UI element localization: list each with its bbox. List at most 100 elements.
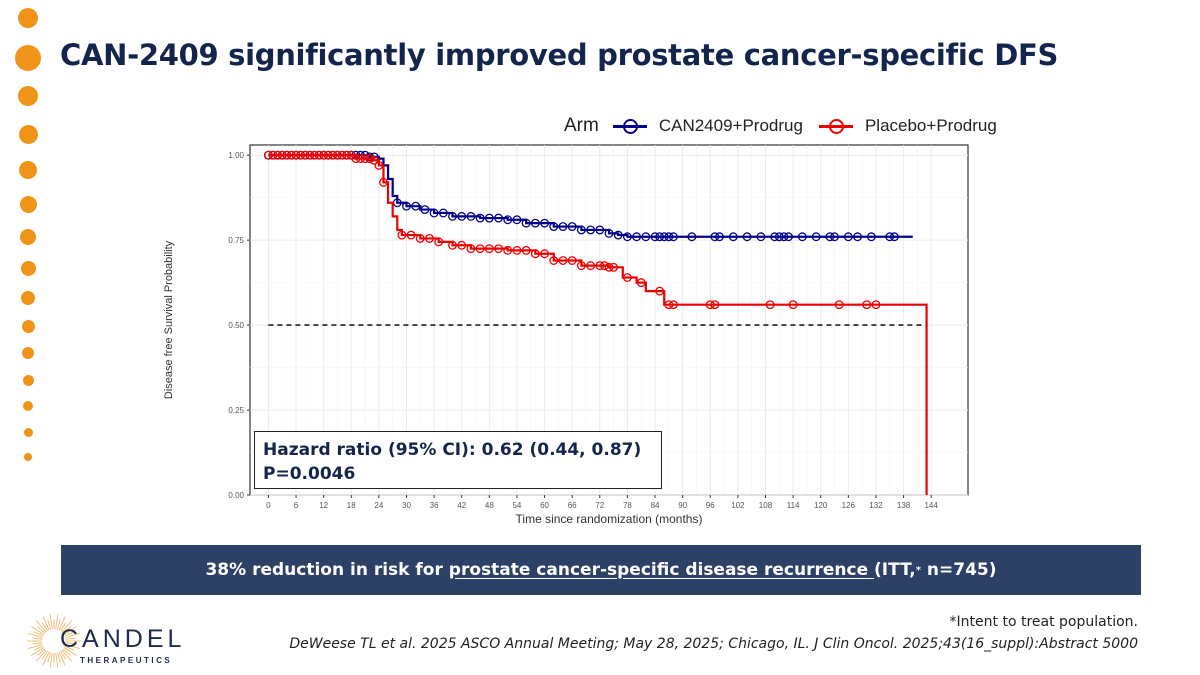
censor-mark: [756, 232, 766, 242]
key-finding-banner: 38% reduction in risk for prostate cance…: [61, 545, 1141, 595]
sunburst-ray: [37, 648, 46, 656]
censor-mark: [871, 300, 881, 310]
itt-footnote: *Intent to treat population.: [949, 614, 1138, 630]
sunburst-ray: [63, 647, 77, 656]
x-tick-label: 24: [374, 501, 383, 510]
x-tick-label: 108: [759, 501, 773, 510]
censor-mark: [296, 150, 306, 160]
censor-mark: [314, 150, 324, 160]
censor-mark: [586, 225, 596, 235]
censor-mark: [567, 222, 577, 232]
x-tick-label: 138: [897, 501, 911, 510]
decorative-dot: [21, 291, 35, 305]
censor-mark: [438, 208, 448, 218]
x-tick-label: 96: [706, 501, 715, 510]
x-tick-label: 48: [485, 501, 494, 510]
sunburst-ray: [37, 626, 46, 634]
series-group: [263, 150, 928, 495]
censor-mark: [765, 300, 775, 310]
legend-label-can2409: CAN2409+Prodrug: [658, 116, 803, 135]
legend-title: Arm: [564, 115, 599, 136]
censor-mark: [788, 300, 798, 310]
censor-mark: [356, 154, 365, 164]
censor-mark: [503, 245, 513, 255]
sunburst-ray: [61, 620, 72, 633]
censor-mark: [655, 286, 665, 296]
censor-mark: [319, 150, 329, 160]
legend-key-can2409: [612, 116, 647, 136]
censor-mark: [466, 211, 476, 221]
censor-mark: [862, 300, 872, 310]
censor-mark: [659, 232, 669, 242]
censor-mark: [475, 244, 485, 254]
x-tick-label: 30: [402, 501, 411, 510]
censor-mark: [609, 262, 619, 272]
censor-mark: [512, 215, 522, 225]
censor-mark: [636, 278, 646, 288]
censor-mark: [503, 215, 513, 225]
chart-legend: Arm CAN2409+Prodrug Placebo+Prodrug: [564, 114, 1013, 138]
censor-mark: [664, 300, 674, 310]
censor-mark: [291, 150, 301, 160]
sunburst-ray: [31, 647, 45, 656]
censor-mark: [549, 256, 559, 265]
censor-mark: [567, 256, 577, 265]
censor-mark: [360, 154, 370, 164]
censor-mark: [664, 232, 674, 242]
sunburst-ray: [60, 650, 67, 660]
censor-mark: [273, 150, 283, 160]
x-tick-label: 78: [623, 501, 632, 510]
sunburst-ray: [36, 620, 47, 633]
censor-mark: [705, 300, 715, 310]
censor-mark: [268, 150, 278, 160]
censor-mark: [484, 213, 494, 223]
censor-mark: [351, 154, 361, 164]
censor-mark: [530, 218, 540, 228]
sunburst-ray: [61, 649, 72, 662]
censor-mark: [885, 232, 895, 242]
x-tick-label: 114: [787, 501, 800, 510]
sunburst-ray: [65, 637, 76, 640]
censor-mark: [604, 228, 614, 238]
sunburst-ray: [65, 642, 76, 645]
decorative-dot: [15, 45, 41, 71]
sunburst-ray: [42, 651, 50, 666]
decorative-dot: [20, 260, 36, 276]
censor-mark: [774, 232, 784, 242]
hazard-ratio-text: Hazard ratio (95% CI): 0.62 (0.44, 0.87): [263, 440, 642, 460]
y-axis-ticks: 0.00 0.25 0.50 0.75 1.00: [228, 151, 250, 500]
censor-mark: [521, 245, 531, 255]
censor-mark: [784, 232, 793, 242]
censor-mark: [622, 232, 632, 242]
censor-mark: [342, 150, 352, 160]
x-tick-label: 84: [651, 501, 660, 510]
censor-mark: [406, 230, 416, 240]
censor-mark: [599, 261, 609, 271]
sunburst-ray: [41, 650, 48, 660]
x-tick-label: 54: [512, 501, 521, 510]
x-axis-ticks: 0 6 12 18 24 30 36 42 48 54 60 66 72 78 84 90 96 102 108 11…: [266, 495, 938, 510]
censor-mark: [466, 244, 476, 254]
censor-mark: [576, 261, 586, 271]
series-placebo: [263, 150, 928, 495]
censor-mark: [830, 232, 839, 242]
sunburst-ray: [60, 622, 67, 632]
y-tick-label: 0.50: [228, 321, 244, 330]
censor-mark: [540, 218, 550, 228]
sunburst-ray: [63, 626, 77, 635]
decorative-dot: [18, 86, 38, 106]
censor-mark: [853, 232, 862, 242]
decorative-dot: [21, 319, 35, 333]
censor-mark: [650, 232, 660, 242]
censor-mark: [305, 150, 315, 160]
sunburst-icon: [27, 614, 81, 668]
censor-mark: [323, 150, 333, 160]
decorative-dot: [19, 161, 37, 179]
km-curve-line: [268, 154, 913, 238]
censor-mark: [728, 232, 738, 242]
x-tick-label: 126: [842, 501, 856, 510]
censor-mark: [825, 232, 835, 242]
censor-mark: [369, 155, 379, 165]
censor-mark: [332, 150, 342, 160]
sunburst-ray: [33, 631, 44, 637]
